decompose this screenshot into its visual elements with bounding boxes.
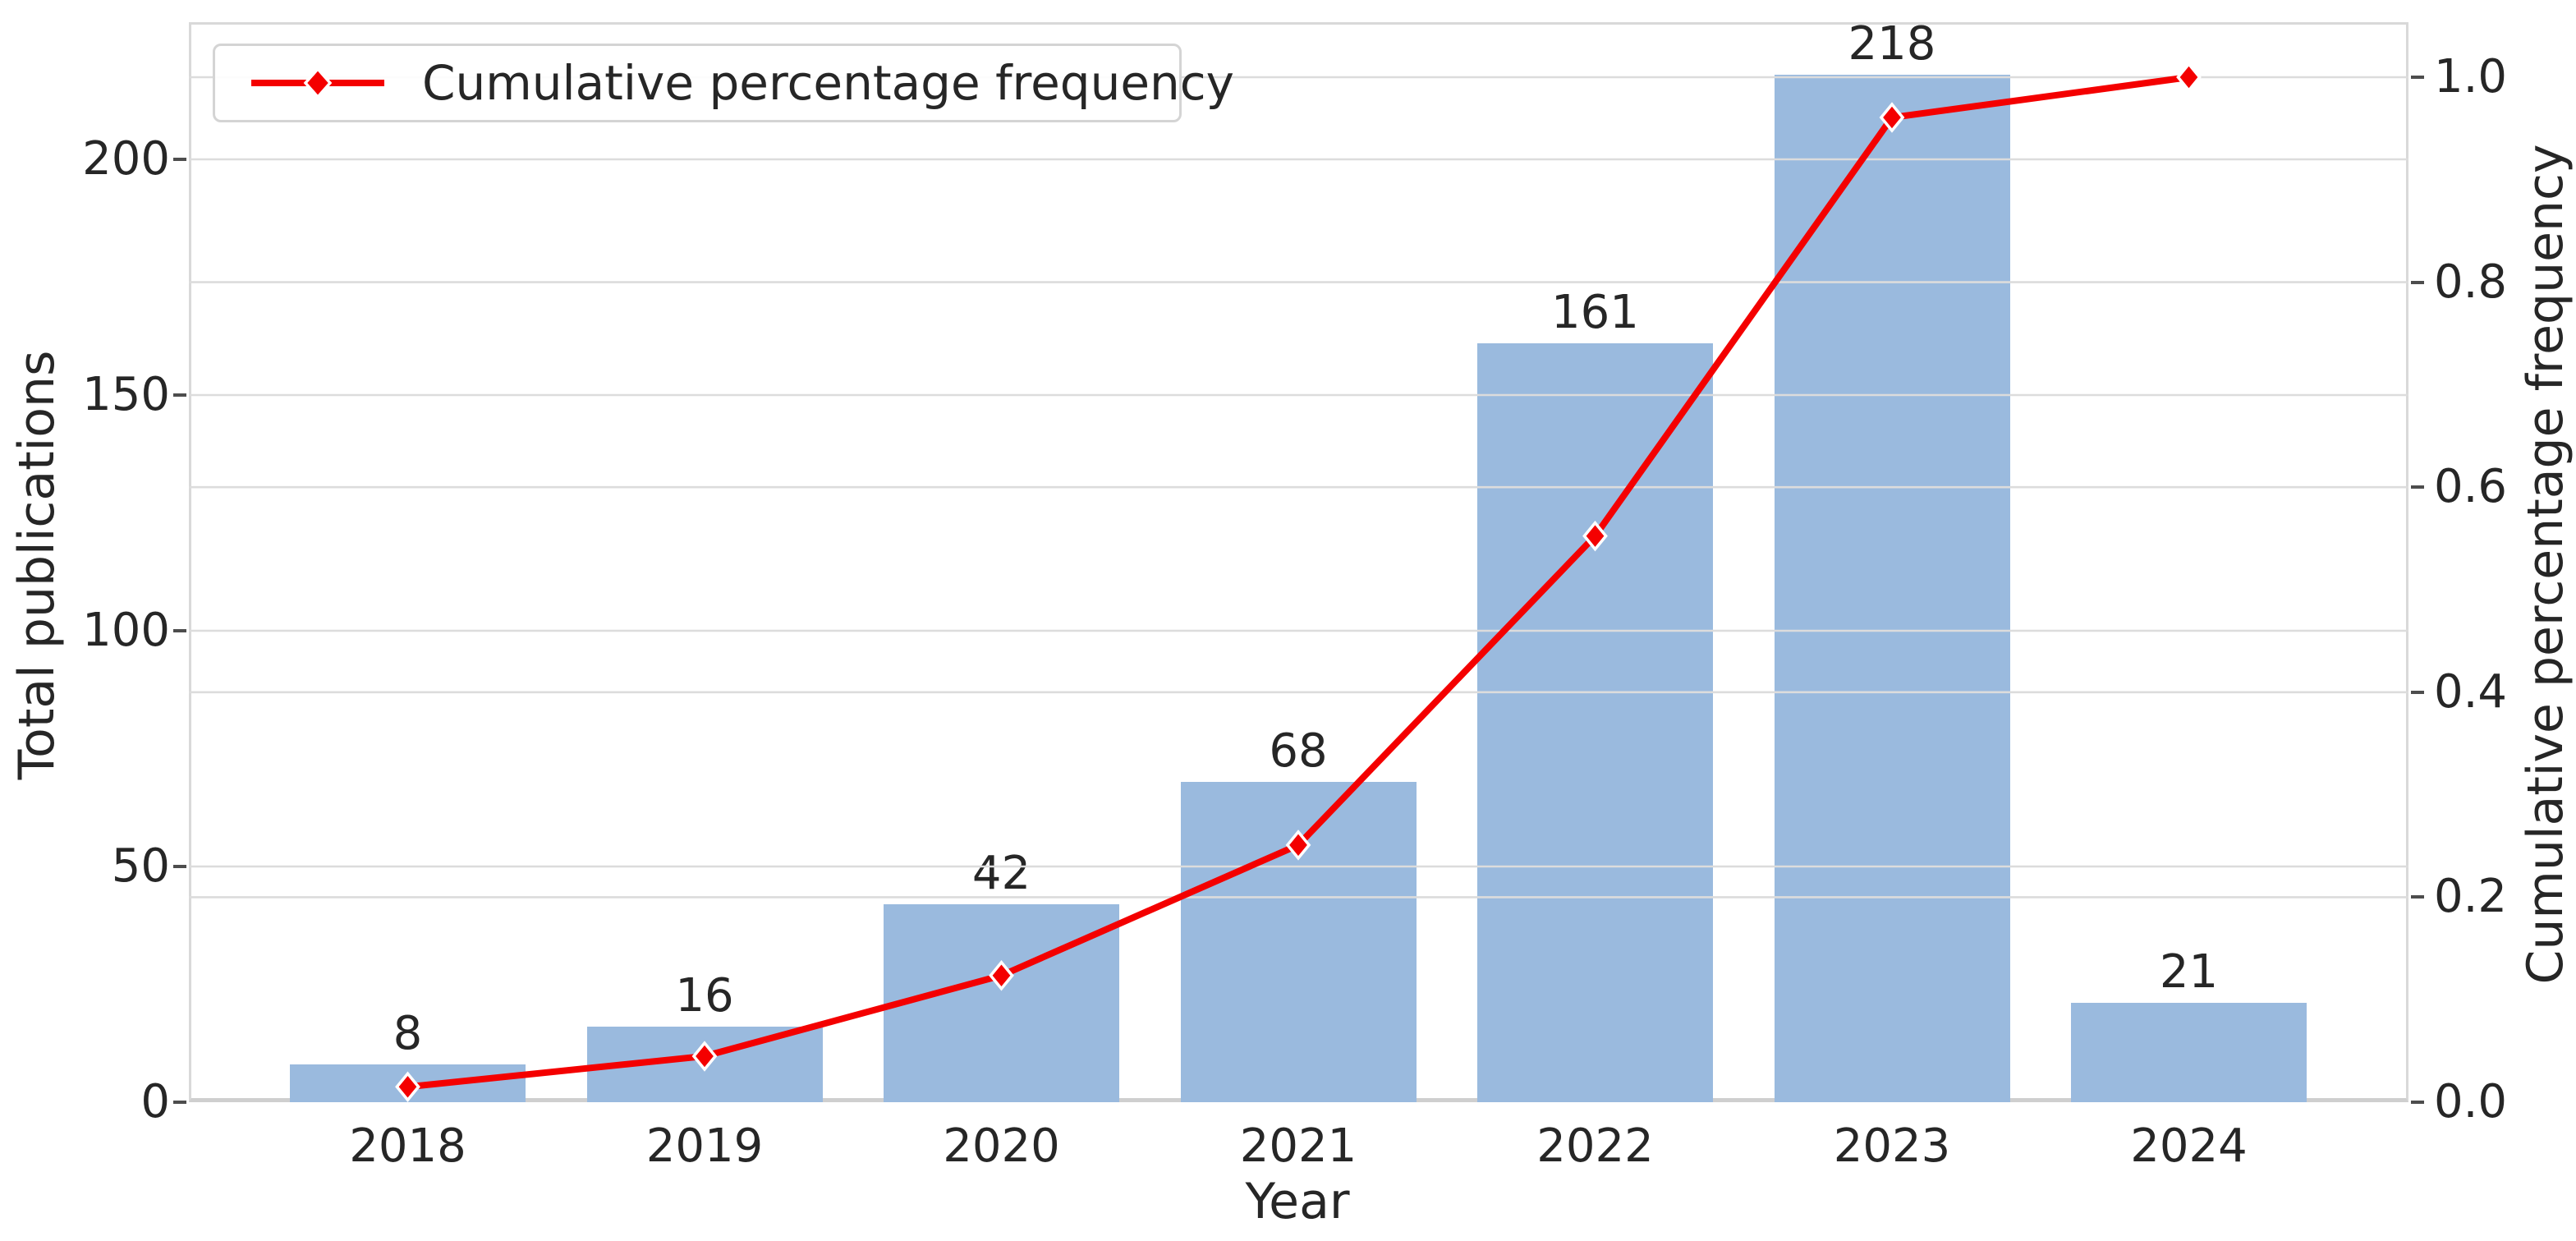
y-right-tick-label-0.2: 0.2 — [2434, 870, 2508, 924]
x-tick-label-2019: 2019 — [645, 1119, 764, 1173]
right-axis-title: Cumulative percentage frequency — [2517, 144, 2574, 985]
bar-2024 — [2071, 1003, 2307, 1102]
y-left-tick-mark — [173, 158, 186, 161]
y-left-tick-label-0: 0 — [140, 1075, 170, 1128]
y-right-tick-label-0.6: 0.6 — [2434, 460, 2508, 514]
y-left-tick-label-100: 100 — [82, 604, 170, 657]
x-tick-label-2020: 2020 — [943, 1119, 1060, 1173]
bar-value-label-2022: 161 — [1551, 285, 1639, 339]
bar-value-label-2024: 21 — [2159, 945, 2219, 1000]
bar-2022 — [1477, 342, 1713, 1102]
x-tick-label-2023: 2023 — [1833, 1119, 1951, 1173]
bar-value-label-2023: 218 — [1848, 16, 1936, 71]
x-tick-label-2018: 2018 — [349, 1119, 466, 1173]
bar-2020 — [884, 903, 1119, 1102]
left-axis-title: Total publications — [8, 350, 66, 780]
y-right-tick-label-0.8: 0.8 — [2434, 255, 2508, 309]
y-left-tick-label-150: 150 — [82, 368, 170, 421]
y-left-tick-mark — [173, 393, 186, 397]
y-right-tick-mark — [2411, 895, 2424, 899]
y-left-tick-label-50: 50 — [111, 839, 170, 893]
bar-value-label-2018: 8 — [393, 1007, 423, 1061]
y-left-tick-mark — [173, 865, 186, 868]
legend: Cumulative percentage frequency — [213, 44, 1234, 122]
legend-line-diamond-sample-icon — [251, 67, 384, 99]
y-left-tick-mark — [173, 1101, 186, 1104]
y-right-tick-mark — [2411, 690, 2424, 694]
y-right-tick-mark — [2411, 1101, 2424, 1104]
y-left-tick-mark — [173, 629, 186, 632]
y-right-tick-label-0.0: 0.0 — [2434, 1075, 2508, 1128]
legend-label: Cumulative percentage frequency — [422, 55, 1235, 111]
bar-value-label-2021: 68 — [1269, 724, 1328, 778]
bar-value-label-2020: 42 — [971, 846, 1031, 900]
bar-2018 — [290, 1064, 526, 1102]
bar-2021 — [1180, 781, 1417, 1102]
y-right-tick-label-1.0: 1.0 — [2434, 50, 2508, 103]
bar-2023 — [1774, 74, 2010, 1102]
x-tick-label-2024: 2024 — [2130, 1119, 2248, 1173]
y-right-tick-mark — [2411, 280, 2424, 284]
x-tick-label-2022: 2022 — [1536, 1119, 1654, 1173]
bar-2019 — [586, 1027, 823, 1102]
y-right-tick-label-0.4: 0.4 — [2434, 664, 2508, 719]
bar-value-label-2019: 16 — [675, 969, 734, 1023]
y-left-tick-label-200: 200 — [82, 132, 170, 186]
x-tick-label-2021: 2021 — [1239, 1119, 1357, 1173]
y-right-tick-mark — [2411, 76, 2424, 79]
x-axis-title: Year — [1245, 1173, 1350, 1230]
y-right-tick-mark — [2411, 485, 2424, 490]
